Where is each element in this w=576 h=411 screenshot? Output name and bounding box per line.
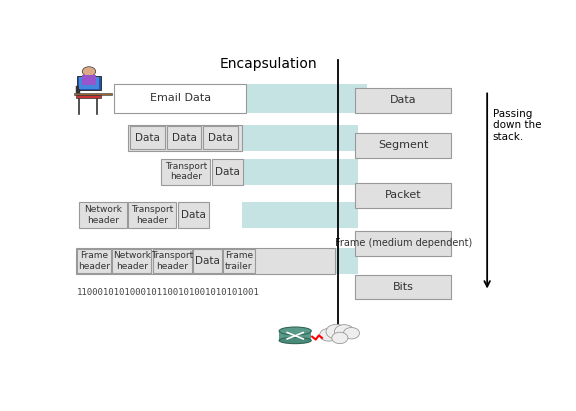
FancyBboxPatch shape <box>242 248 358 274</box>
FancyBboxPatch shape <box>153 249 192 273</box>
FancyBboxPatch shape <box>242 159 358 185</box>
FancyBboxPatch shape <box>161 159 210 185</box>
Text: Transport
header: Transport header <box>131 206 173 225</box>
FancyBboxPatch shape <box>77 249 111 273</box>
Text: Frame
trailer: Frame trailer <box>225 252 253 271</box>
Text: Frame
header: Frame header <box>78 252 110 271</box>
FancyBboxPatch shape <box>242 125 358 150</box>
Circle shape <box>343 328 359 339</box>
FancyBboxPatch shape <box>355 88 452 113</box>
FancyBboxPatch shape <box>166 126 202 149</box>
FancyBboxPatch shape <box>355 231 452 256</box>
Text: Transport
header: Transport header <box>151 252 194 271</box>
FancyBboxPatch shape <box>128 125 242 150</box>
Text: Data: Data <box>172 133 196 143</box>
FancyBboxPatch shape <box>203 126 238 149</box>
Circle shape <box>335 325 354 339</box>
Circle shape <box>332 332 348 344</box>
Text: Network
header: Network header <box>84 206 122 225</box>
Circle shape <box>82 67 96 76</box>
Circle shape <box>320 328 338 341</box>
Text: 1100010101000101100101001010101001: 1100010101000101100101001010101001 <box>77 288 259 297</box>
Text: Bits: Bits <box>393 282 414 292</box>
Text: Data: Data <box>195 256 220 266</box>
Text: Data: Data <box>208 133 233 143</box>
FancyBboxPatch shape <box>212 159 243 185</box>
Ellipse shape <box>279 327 311 335</box>
Text: Packet: Packet <box>385 190 422 200</box>
Text: Encapsulation: Encapsulation <box>219 57 317 71</box>
FancyBboxPatch shape <box>79 202 127 228</box>
FancyBboxPatch shape <box>279 331 311 340</box>
Circle shape <box>326 324 347 339</box>
Text: Data: Data <box>181 210 206 220</box>
FancyBboxPatch shape <box>77 248 335 274</box>
FancyBboxPatch shape <box>77 76 101 90</box>
FancyBboxPatch shape <box>79 78 99 89</box>
Text: Passing
down the
stack.: Passing down the stack. <box>492 109 541 142</box>
FancyBboxPatch shape <box>82 75 96 85</box>
Ellipse shape <box>279 337 311 344</box>
Text: Segment: Segment <box>378 140 429 150</box>
FancyBboxPatch shape <box>112 249 151 273</box>
FancyBboxPatch shape <box>355 183 452 208</box>
FancyBboxPatch shape <box>77 95 101 98</box>
Text: Data: Data <box>215 167 240 177</box>
Text: Email Data: Email Data <box>150 93 211 104</box>
FancyBboxPatch shape <box>77 86 80 95</box>
FancyBboxPatch shape <box>130 126 165 149</box>
Text: Data: Data <box>390 95 417 105</box>
FancyBboxPatch shape <box>355 133 452 157</box>
Text: Frame (medium dependent): Frame (medium dependent) <box>335 238 472 248</box>
FancyBboxPatch shape <box>194 249 222 273</box>
FancyBboxPatch shape <box>355 275 452 299</box>
FancyBboxPatch shape <box>128 202 176 228</box>
FancyBboxPatch shape <box>242 202 358 228</box>
Text: Network
header: Network header <box>113 252 151 271</box>
FancyBboxPatch shape <box>223 249 255 273</box>
FancyBboxPatch shape <box>115 84 246 113</box>
Text: Transport
header: Transport header <box>165 162 207 182</box>
FancyBboxPatch shape <box>246 84 366 113</box>
FancyBboxPatch shape <box>178 202 209 228</box>
FancyBboxPatch shape <box>74 92 112 95</box>
Text: Data: Data <box>135 133 160 143</box>
